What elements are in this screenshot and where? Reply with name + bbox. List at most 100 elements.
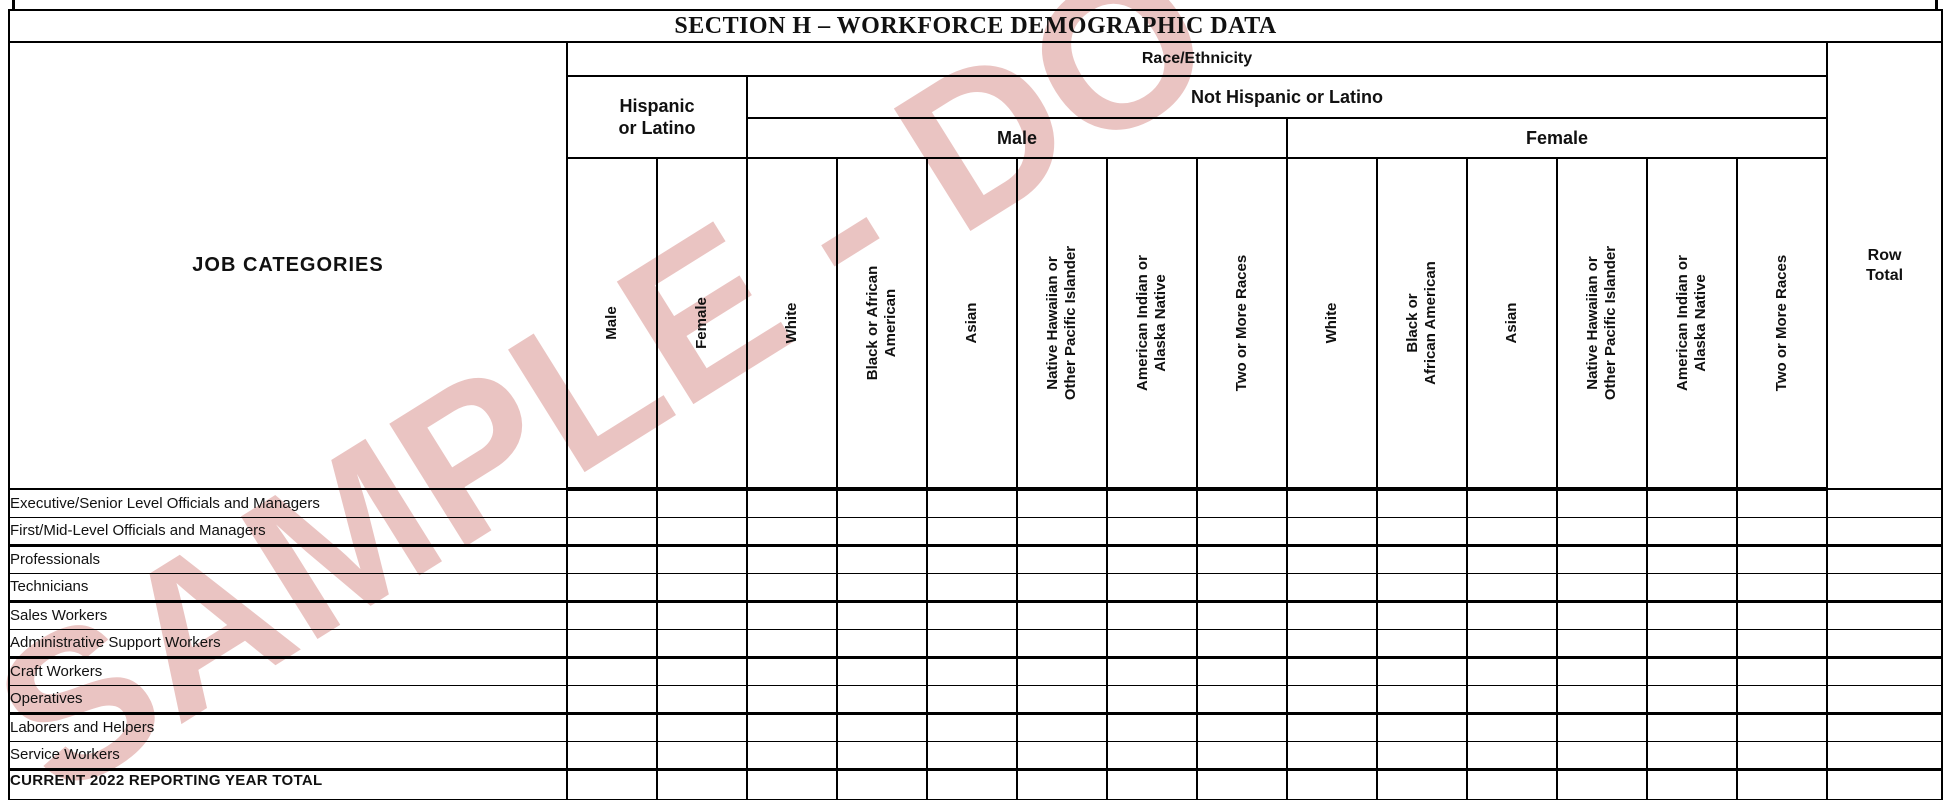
column-header-label: White — [1323, 302, 1340, 344]
column-header: Native Hawaiian or Other Pacific Islande… — [1556, 157, 1648, 491]
data-cell — [836, 600, 928, 630]
data-cell — [926, 488, 1018, 518]
data-cell — [1196, 768, 1288, 800]
data-cell — [836, 516, 928, 547]
data-cell — [926, 544, 1018, 574]
data-cell — [1286, 572, 1378, 603]
data-cell — [746, 628, 838, 659]
data-cell — [1016, 768, 1108, 800]
data-cell — [1376, 544, 1468, 574]
column-header: Asian — [926, 157, 1018, 491]
data-cell — [1016, 600, 1108, 630]
data-cell — [566, 516, 658, 547]
data-cell — [656, 488, 748, 518]
total-row-label: CURRENT 2022 REPORTING YEAR TOTAL — [8, 768, 568, 800]
job-category-label: Laborers and Helpers — [8, 712, 568, 742]
male-group-header: Male — [746, 117, 1288, 159]
data-cell — [1646, 600, 1738, 630]
column-header: White — [1286, 157, 1378, 491]
data-cell — [1016, 712, 1108, 742]
data-cell — [1196, 544, 1288, 574]
column-header: Asian — [1466, 157, 1558, 491]
job-category-label: Craft Workers — [8, 656, 568, 686]
column-header: Black or African American — [1376, 157, 1468, 491]
data-cell — [926, 516, 1018, 547]
data-cell — [1376, 600, 1468, 630]
data-cell — [926, 656, 1018, 686]
data-cell — [1556, 516, 1648, 547]
data-cell — [1556, 740, 1648, 771]
data-cell — [746, 768, 838, 800]
data-cell — [656, 656, 748, 686]
hispanic-or-latino-header: Hispanic or Latino — [566, 75, 748, 159]
data-cell — [566, 768, 658, 800]
table-row: Craft Workers — [8, 656, 1944, 686]
race-ethnicity-row: JOB CATEGORIES Race/Ethnicity Row Total — [8, 41, 1944, 490]
data-cell — [836, 684, 928, 715]
data-cell — [1556, 544, 1648, 574]
data-cell — [836, 712, 928, 742]
data-cell — [1286, 488, 1378, 518]
data-cell — [1646, 516, 1738, 547]
table-row: Service Workers — [8, 740, 1944, 771]
job-categories-header: JOB CATEGORIES — [8, 41, 568, 490]
data-cell — [926, 600, 1018, 630]
column-header: American Indian or Alaska Native — [1106, 157, 1198, 491]
data-cell — [1646, 488, 1738, 518]
table-row: Technicians — [8, 572, 1944, 603]
section-title: SECTION H – WORKFORCE DEMOGRAPHIC DATA — [7, 9, 1944, 43]
data-cell — [1286, 544, 1378, 574]
data-cell — [1196, 572, 1288, 603]
data-cell — [1106, 628, 1198, 659]
data-cell — [1106, 516, 1198, 547]
data-cell — [926, 572, 1018, 603]
data-cell — [656, 684, 748, 715]
data-cell — [1106, 544, 1198, 574]
data-cell — [1736, 768, 1828, 800]
column-header: Two or More Races — [1196, 157, 1288, 491]
data-cell — [566, 656, 658, 686]
data-cell — [1016, 516, 1108, 547]
data-cell — [1466, 544, 1558, 574]
data-cell — [1196, 488, 1288, 518]
data-cell — [1286, 740, 1378, 771]
job-category-label: First/Mid-Level Officials and Managers — [8, 516, 568, 547]
data-cell — [1196, 684, 1288, 715]
data-cell — [836, 740, 928, 771]
data-cell — [1196, 656, 1288, 686]
data-cell — [566, 740, 658, 771]
data-cell — [1466, 684, 1558, 715]
data-cell — [1646, 656, 1738, 686]
data-cell — [1286, 628, 1378, 659]
data-cell — [1556, 768, 1648, 800]
column-header: Black or African American — [836, 157, 928, 491]
data-cell — [746, 740, 838, 771]
data-cell — [836, 628, 928, 659]
data-cell — [656, 572, 748, 603]
section-h-table: SECTION H – WORKFORCE DEMOGRAPHIC DATA J… — [7, 9, 1944, 800]
job-category-label: Executive/Senior Level Officials and Man… — [8, 488, 568, 518]
data-cell — [1286, 712, 1378, 742]
data-cell — [656, 628, 748, 659]
data-cell — [1736, 488, 1828, 518]
table-row: Executive/Senior Level Officials and Man… — [8, 488, 1944, 518]
data-cell — [1286, 656, 1378, 686]
column-header-label: American Indian or Alaska Native — [1134, 255, 1169, 391]
data-cell — [1736, 544, 1828, 574]
data-cell — [1466, 628, 1558, 659]
race-ethnicity-header: Race/Ethnicity — [566, 41, 1828, 77]
data-cell — [1646, 628, 1738, 659]
data-cell — [1196, 600, 1288, 630]
data-cell — [1556, 628, 1648, 659]
column-headers-row: Male Female White Black or African Ameri… — [9, 157, 1942, 491]
data-cell — [1016, 572, 1108, 603]
data-cell — [1556, 656, 1648, 686]
data-cell — [926, 628, 1018, 659]
data-cell — [746, 572, 838, 603]
table-row: Administrative Support Workers — [8, 628, 1944, 659]
data-cell — [1106, 656, 1198, 686]
data-cell — [1736, 600, 1828, 630]
job-category-label: Professionals — [8, 544, 568, 574]
data-cell — [1646, 572, 1738, 603]
data-cell — [566, 684, 658, 715]
